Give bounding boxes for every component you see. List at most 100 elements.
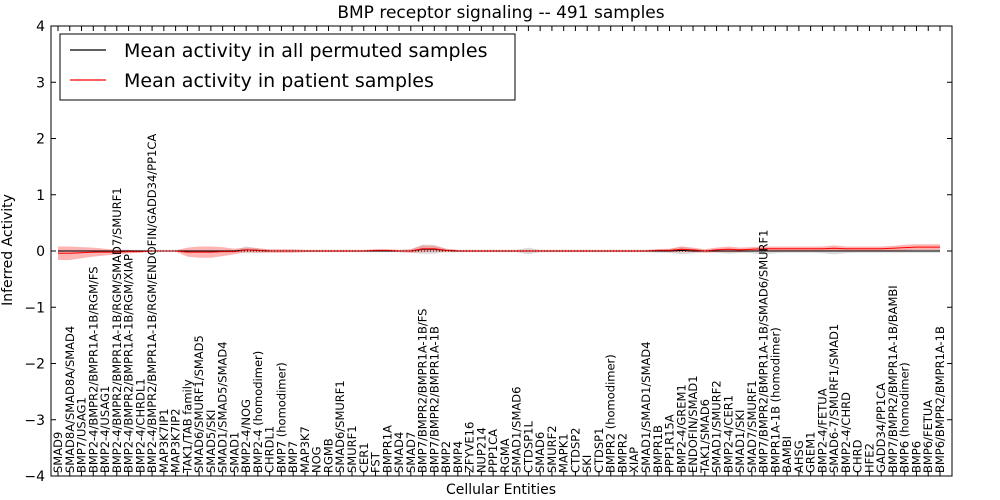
entity-label-bmp7-bmpr2-bmpr1a-1b-smad6-smurf1: BMP7/BMPR2/BMPR1A-1B/SMAD6/SMURF1 bbox=[757, 230, 771, 473]
entity-label-bmp2-4-grem1: BMP2-4/GREM1 bbox=[674, 384, 688, 473]
entity-label-nup214: NUP214 bbox=[474, 427, 488, 473]
entity-label-bmp2-4-chrd: BMP2-4/CHRD bbox=[839, 392, 853, 473]
entity-label-ctdsp1: CTDSP1 bbox=[592, 428, 606, 473]
entity-label-bmp6-fetua: BMP6/FETUA bbox=[921, 400, 935, 473]
entity-label-bmp7-bmpr2-bmpr1a-1b: BMP7/BMPR2/BMPR1A-1B bbox=[427, 326, 441, 473]
entity-label-smad1-smad1-smad4: SMAD1/SMAD1/SMAD4 bbox=[639, 341, 653, 473]
entity-label-fst: FST bbox=[369, 451, 383, 473]
entity-label-xiap: XIAP bbox=[627, 447, 641, 473]
entity-label-smad7-smurf1: SMAD7/SMURF1 bbox=[745, 380, 759, 473]
entity-label-smad6-smurf1-smad5: SMAD6/SMURF1/SMAD5 bbox=[192, 335, 206, 473]
entity-label-mapk1: MAPK1 bbox=[557, 433, 571, 473]
entity-label-ahsg: AHSG bbox=[792, 440, 806, 473]
entity-label-smad1-smad6: SMAD1/SMAD6 bbox=[510, 387, 524, 473]
y-tick-label: 2 bbox=[36, 132, 45, 148]
chart-title: BMP receptor signaling -- 491 samples bbox=[337, 3, 664, 23]
legend-box bbox=[59, 33, 516, 101]
x-axis-label: Cellular Entities bbox=[446, 482, 556, 498]
entity-label-grem1: GREM1 bbox=[804, 432, 818, 473]
entity-label-smad6-smurf1: SMAD6/SMURF1 bbox=[333, 380, 347, 473]
entity-label-bmp2-4-bmpr2-bmpr1a-1b-rgm-smad7-smurf1: BMP2-4/BMPR2/BMPR1A-1B/RGM/SMAD7/SMURF1 bbox=[110, 187, 124, 473]
entity-label-bmp2-4-cer1: BMP2-4/CER1 bbox=[721, 395, 735, 473]
y-tick-label: 0 bbox=[36, 244, 45, 260]
entity-labels: SMAD9SMAD8A/SMAD8A/SMAD4BMP7/USAG1BMP2-4… bbox=[51, 134, 947, 474]
band-layer bbox=[58, 244, 940, 260]
entity-label-bmp2-4-homodimer: BMP2-4 (homodimer) bbox=[251, 351, 265, 473]
entity-label-chrdl1: CHRDL1 bbox=[263, 426, 277, 473]
legend: Mean activity in all permuted samples Me… bbox=[59, 33, 516, 101]
line-layer bbox=[58, 246, 940, 254]
entity-label-bmpr2-homodimer: BMPR2 (homodimer) bbox=[604, 354, 618, 473]
entity-label-map3k7ip1: MAP3K7IP1 bbox=[157, 408, 171, 473]
entity-label-ppp1r15a: PPP1R15A bbox=[663, 414, 677, 473]
y-tick-label: −2 bbox=[24, 357, 45, 373]
y-tick-label: 3 bbox=[36, 75, 45, 91]
entity-label-bmpr1b: BMPR1B bbox=[651, 425, 665, 473]
entity-label-map3k7: MAP3K7 bbox=[298, 426, 312, 473]
entity-label-smad1-smad5-smad4: SMAD1/SMAD5/SMAD4 bbox=[216, 341, 230, 473]
entity-label-hfe2: HFE2 bbox=[862, 443, 876, 473]
entity-label-smad6-7-smurf1-smad1: SMAD6-7/SMURF1/SMAD1 bbox=[827, 324, 841, 473]
entity-label-tak1-smad6: TAK1/SMAD6 bbox=[698, 399, 712, 474]
entity-label-smad9: SMAD9 bbox=[51, 432, 65, 473]
y-tick-label: −3 bbox=[24, 413, 45, 429]
entity-label-bmp7: BMP7 bbox=[286, 441, 300, 473]
entity-label-bmp6: BMP6 bbox=[910, 441, 924, 473]
entity-label-ctdsp2: CTDSP2 bbox=[568, 427, 582, 472]
y-axis-label: Inferred Activity bbox=[0, 194, 16, 306]
entity-label-smad4: SMAD4 bbox=[392, 432, 406, 473]
entity-label-smad1-ski: SMAD1/SKI bbox=[733, 410, 747, 473]
entity-label-bmp4: BMP4 bbox=[451, 441, 465, 473]
entity-label-bambi: BAMBI bbox=[780, 436, 794, 473]
entity-label-bmpr2: BMPR2 bbox=[616, 433, 630, 473]
entity-label-chrd: CHRD bbox=[851, 439, 865, 473]
entity-label-bmpr1a: BMPR1A bbox=[380, 425, 394, 473]
entity-label-ski: SKI bbox=[580, 455, 594, 473]
entity-label-bmp2-4-usag1: BMP2-4/USAG1 bbox=[98, 386, 112, 473]
entity-label-cer1: CER1 bbox=[357, 442, 371, 473]
entity-label-bmpr1a-1b-homodimer: BMPR1A-1B (homodimer) bbox=[768, 327, 782, 473]
y-tick-label: −1 bbox=[24, 300, 45, 316]
entity-label-rgma: RGMA bbox=[498, 438, 512, 473]
entity-label-endofin-smad1: ENDOFIN/SMAD1 bbox=[686, 375, 700, 473]
entity-label-smurf1: SMURF1 bbox=[345, 425, 359, 473]
entity-label-bmp7-bmpr2-bmpr1a-1b-bambi: BMP7/BMPR2/BMPR1A-1B/BAMBI bbox=[886, 285, 900, 473]
entity-label-rgmb: RGMB bbox=[322, 438, 336, 473]
entity-label-bmp6-bmpr2-bmpr1a-1b: BMP6/BMPR2/BMPR1A-1B bbox=[933, 326, 947, 473]
entity-label-smad5-ski: SMAD5/SKI bbox=[204, 410, 218, 473]
entity-label-smad1: SMAD1 bbox=[227, 432, 241, 473]
entity-label-tak1-tab-family: TAK1/TAB family bbox=[180, 379, 194, 474]
entity-label-bmp2-4-nog: BMP2-4/NOG bbox=[239, 399, 253, 473]
entity-label-ppp1ca: PPP1CA bbox=[486, 429, 500, 473]
entity-label-smad7: SMAD7 bbox=[404, 432, 418, 473]
entity-label-smad8a-smad8a-smad4: SMAD8A/SMAD8A/SMAD4 bbox=[63, 326, 77, 473]
entity-label-map3k7ip2: MAP3K7IP2 bbox=[169, 408, 183, 473]
y-tick-label: 1 bbox=[36, 188, 45, 204]
band-patient bbox=[58, 244, 940, 260]
entity-label-bmp2-4-chrdl1: BMP2-4/CHRDL1 bbox=[133, 378, 147, 473]
legend-label-patient: Mean activity in patient samples bbox=[124, 70, 434, 92]
entity-label-bmp7-homodimer: BMP7 (homodimer) bbox=[274, 362, 288, 473]
entity-label-ctdsp1l: CTDSP1L bbox=[521, 421, 535, 473]
entity-label-smurf2: SMURF2 bbox=[545, 425, 559, 473]
entity-label-bmp7-bmpr2-bmpr1a-1b-fs: BMP7/BMPR2/BMPR1A-1B/FS bbox=[416, 309, 430, 473]
entity-label-bmp2-4-fetua: BMP2-4/FETUA bbox=[815, 388, 829, 473]
entity-label-zfyve16: ZFYVE16 bbox=[463, 422, 477, 473]
entity-label-bmp2: BMP2 bbox=[439, 441, 453, 473]
y-axis: −4 −3 −2 −1 0 1 2 3 4 bbox=[24, 19, 952, 485]
entity-label-nog: NOG bbox=[310, 446, 324, 473]
entity-label-smad6: SMAD6 bbox=[533, 432, 547, 473]
plot-frame bbox=[50, 25, 953, 477]
entity-label-gadd34-pp1ca: GADD34/PP1CA bbox=[874, 383, 888, 473]
entity-label-smad1-smurf2: SMAD1/SMURF2 bbox=[710, 380, 724, 473]
entity-label-bmp2-4-bmpr2-bmpr1a-1b-rgm-endofin-gadd34-pp1ca: BMP2-4/BMPR2/BMPR1A-1B/RGM/ENDOFIN/GADD3… bbox=[145, 134, 159, 473]
entity-label-bmp2-4-bmpr2-bmpr1a-1b-rgm-fs: BMP2-4/BMPR2/BMPR1A-1B/RGM/FS bbox=[86, 266, 100, 473]
y-tick-label: 4 bbox=[36, 19, 45, 35]
x-axis bbox=[57, 26, 941, 476]
entity-label-bmp7-usag1: BMP7/USAG1 bbox=[75, 397, 89, 473]
y-tick-label: −4 bbox=[24, 469, 45, 485]
legend-label-permuted: Mean activity in all permuted samples bbox=[124, 40, 487, 62]
entity-label-bmp2-4-bmpr2-bmpr1a-1b-rgm-xiap: BMP2-4/BMPR2/BMPR1A-1B/RGM/XIAP bbox=[122, 254, 136, 473]
entity-label-bmp6-homodimer: BMP6 (homodimer) bbox=[898, 362, 912, 473]
